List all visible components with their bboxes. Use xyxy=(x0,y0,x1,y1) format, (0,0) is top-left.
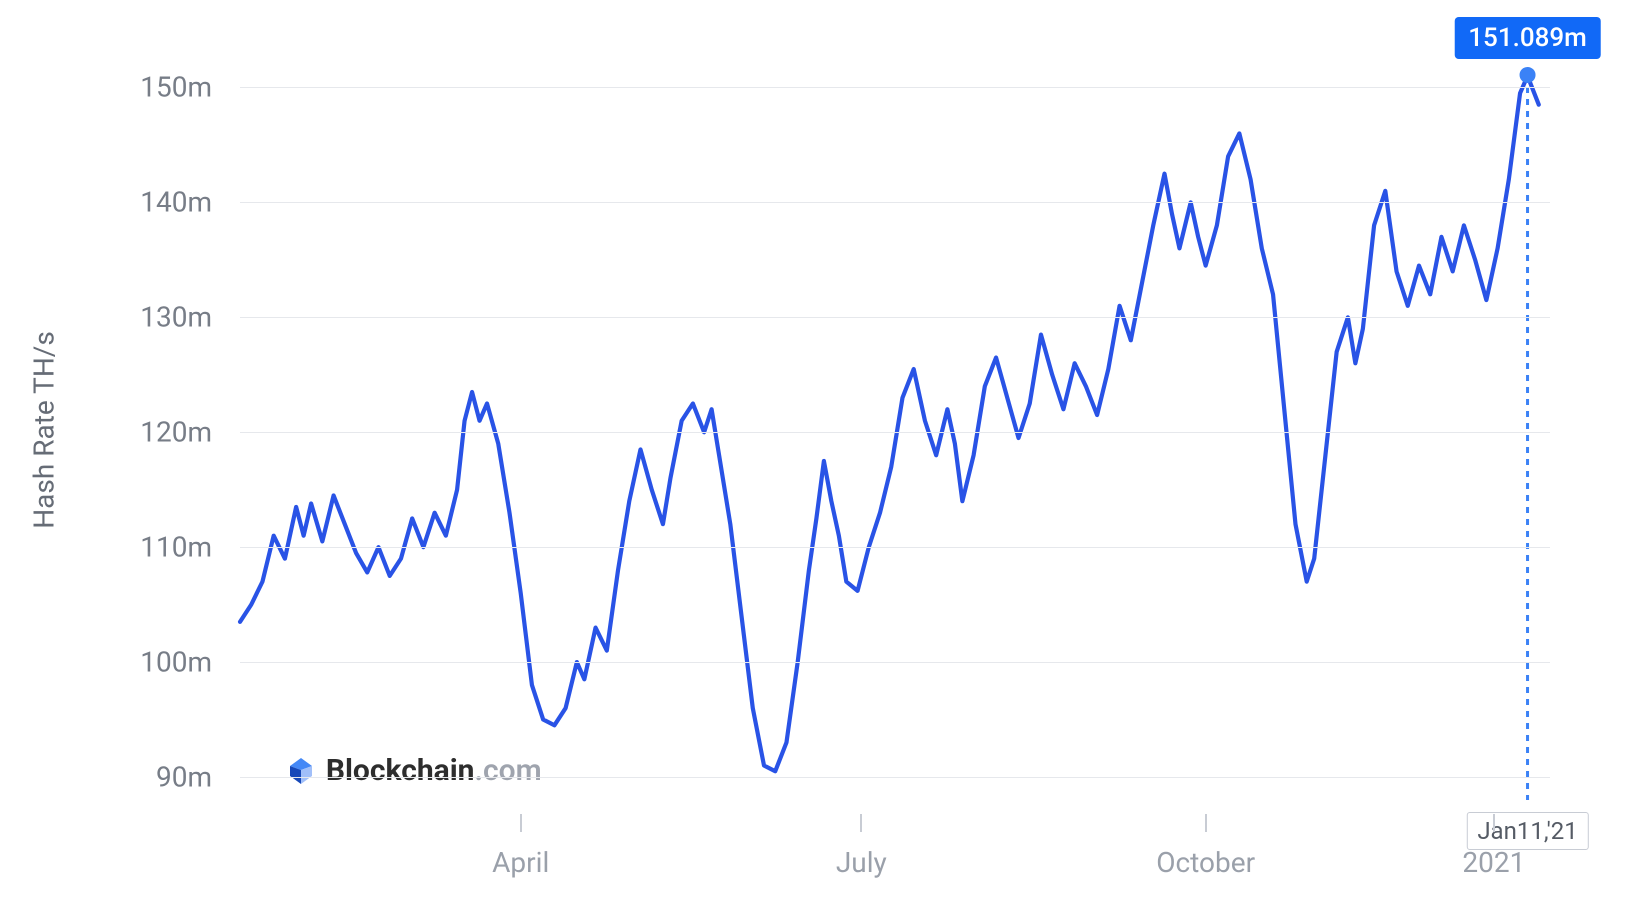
ytick-label: 120m xyxy=(140,416,240,449)
ytick-label: 110m xyxy=(140,531,240,564)
gridline xyxy=(240,777,1550,778)
watermark-brand: Blockchain xyxy=(326,753,475,788)
value-tooltip: 151.089m xyxy=(1454,17,1601,59)
xtick-label: 2021 xyxy=(1462,800,1525,879)
blockchain-logo-icon xyxy=(286,756,316,786)
xtick-label: October xyxy=(1156,800,1255,879)
ytick-label: 140m xyxy=(140,186,240,219)
line-chart-svg xyxy=(240,30,1550,800)
ytick-label: 150m xyxy=(140,71,240,104)
hashrate-chart: Hash Rate TH/s 151.089m Jan11,'21 Blockc… xyxy=(0,0,1650,916)
xtick-label: July xyxy=(836,800,887,879)
watermark: Blockchain.com xyxy=(286,753,542,788)
gridline xyxy=(240,317,1550,318)
ytick-label: 100m xyxy=(140,646,240,679)
gridline xyxy=(240,662,1550,663)
plot-area[interactable]: 151.089m Jan11,'21 Blockchain.com 90m100… xyxy=(240,30,1550,800)
cursor-dot xyxy=(1520,67,1536,83)
tooltip-value: 151.089m xyxy=(1468,23,1587,53)
xtick-label: April xyxy=(492,800,549,879)
gridline xyxy=(240,547,1550,548)
ytick-label: 130m xyxy=(140,301,240,334)
gridline xyxy=(240,432,1550,433)
gridline xyxy=(240,202,1550,203)
watermark-suffix: .com xyxy=(474,753,541,788)
series-line xyxy=(240,76,1539,771)
gridline xyxy=(240,87,1550,88)
y-axis-title: Hash Rate TH/s xyxy=(28,331,61,529)
ytick-label: 90m xyxy=(156,761,240,794)
